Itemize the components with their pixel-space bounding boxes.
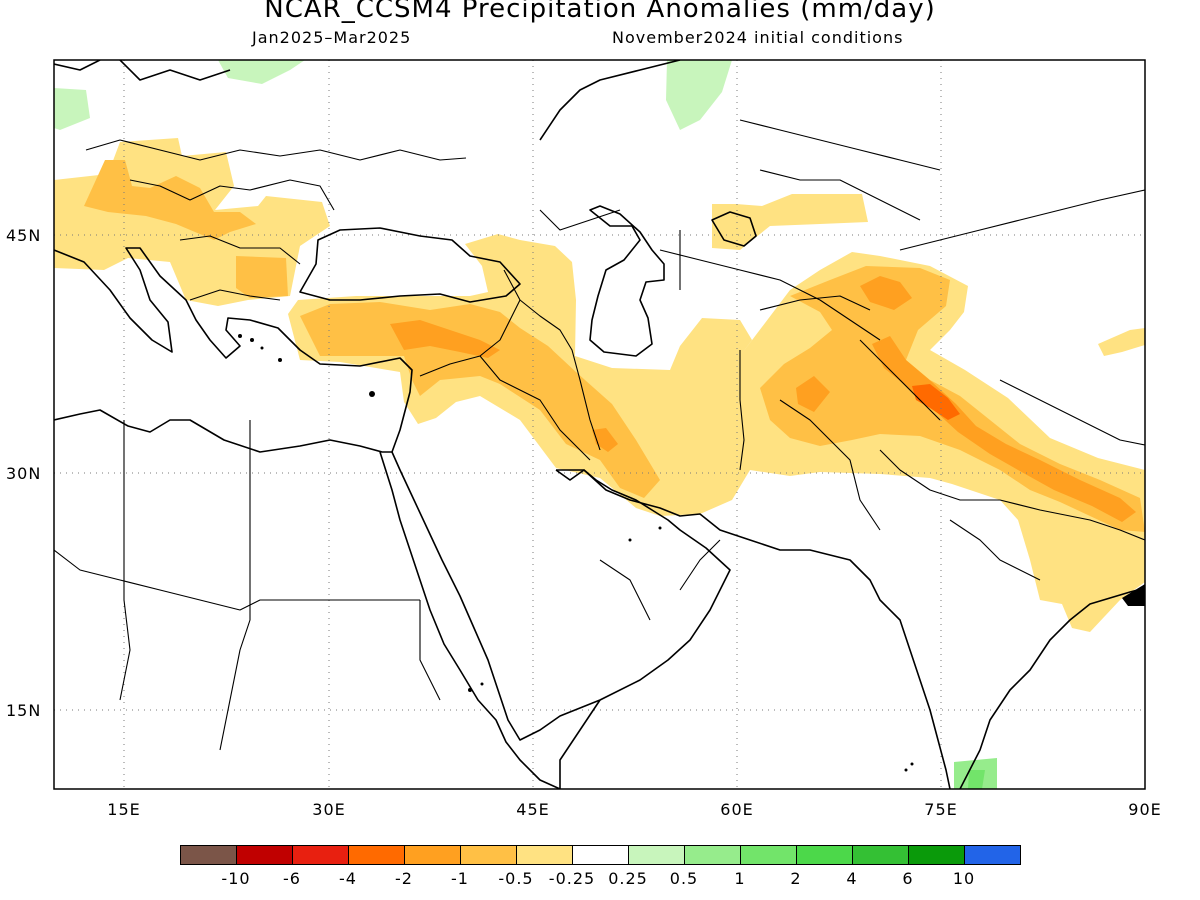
colorbar-swatch: [684, 845, 741, 865]
colorbar-swatch: [236, 845, 293, 865]
anomaly-negative-region: [592, 428, 618, 452]
colorbar-label: 0.25: [608, 869, 648, 888]
colorbar-swatch: [908, 845, 965, 865]
colorbar-swatch: [796, 845, 853, 865]
colorbar-label: -6: [283, 869, 301, 888]
lon-tick-label: 75E: [924, 800, 957, 819]
lon-tick-label: 45E: [516, 800, 549, 819]
colorbar-label: -10: [221, 869, 251, 888]
anomaly-positive-region: [968, 770, 985, 789]
colorbar-label: -0.5: [498, 869, 534, 888]
colorbar-swatch: [292, 845, 349, 865]
colorbar-label: 1: [734, 869, 746, 888]
anomaly-negative-region: [236, 256, 288, 298]
lat-tick-label: 45N: [6, 226, 41, 245]
colorbar-label: -4: [339, 869, 357, 888]
colorbar-swatch: [180, 845, 237, 865]
anomaly-positive-region: [54, 88, 90, 130]
colorbar-swatch: [516, 845, 573, 865]
colorbar-swatch: [572, 845, 629, 865]
islands: [238, 334, 914, 772]
colorbar-label: -2: [395, 869, 413, 888]
anomaly-negative-region: [1098, 328, 1145, 356]
colorbar-swatch: [964, 845, 1021, 865]
anomaly-negative-region: [390, 320, 500, 358]
colorbar-label: 6: [902, 869, 914, 888]
colorbar-label: 0.5: [669, 869, 699, 888]
initial-conditions: November2024 initial conditions: [612, 28, 904, 47]
lon-tick-label: 90E: [1128, 800, 1161, 819]
anomaly-negative-region: [712, 194, 868, 250]
anomaly-positive-region: [218, 60, 305, 84]
colorbar-label: -0.25: [548, 869, 596, 888]
forecast-period: Jan2025–Mar2025: [252, 28, 412, 47]
lat-tick-label: 15N: [6, 701, 41, 720]
anomaly-negative-region: [288, 234, 1145, 632]
lat-tick-label: 30N: [6, 464, 41, 483]
coastlines: [54, 60, 1145, 789]
colorbar-label: 10: [952, 869, 976, 888]
anomaly-negative-region: [796, 376, 830, 412]
country-borders: [54, 119, 1145, 751]
colorbar-label: 4: [846, 869, 858, 888]
colorbar-swatch: [740, 845, 797, 865]
chart-title: NCAR_CCSM4 Precipitation Anomalies (mm/d…: [264, 0, 936, 24]
anomaly-negative-region: [860, 276, 912, 310]
colorbar-swatch: [404, 845, 461, 865]
anomaly-positive-region: [666, 60, 732, 130]
colorbar-swatch: [348, 845, 405, 865]
colorbar-swatch: [628, 845, 685, 865]
colorbar-swatch: [460, 845, 517, 865]
anomaly-negative-region: [912, 384, 960, 420]
anomaly-negative-region: [872, 336, 1136, 522]
colorbar-swatch: [852, 845, 909, 865]
anomaly-negative-region: [84, 160, 256, 240]
anomaly-negative-region: [300, 302, 660, 498]
lon-tick-label: 60E: [720, 800, 753, 819]
colorbar-label: -1: [451, 869, 469, 888]
lon-tick-label: 15E: [107, 800, 140, 819]
colorbar-label: 2: [790, 869, 802, 888]
map-frame: [53, 59, 1146, 790]
lon-tick-label: 30E: [312, 800, 345, 819]
